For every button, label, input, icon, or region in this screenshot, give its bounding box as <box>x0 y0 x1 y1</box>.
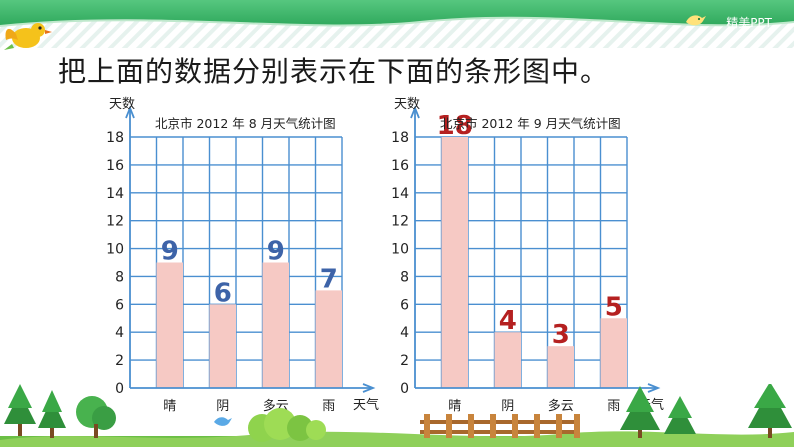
bar-多云 <box>262 262 289 388</box>
tree-icon <box>76 396 116 438</box>
y-tick-label: 12 <box>391 214 409 230</box>
data-label: 9 <box>161 237 179 267</box>
y-tick-label: 4 <box>115 325 124 341</box>
bar-晴 <box>156 262 183 388</box>
data-label: 18 <box>437 111 473 141</box>
bar-雨 <box>315 290 342 388</box>
x-tick-label: 多云 <box>548 398 574 414</box>
x-tick-label: 阴 <box>216 399 229 414</box>
bar-多云 <box>547 346 574 388</box>
bar-阴 <box>209 304 236 388</box>
y-tick-label: 0 <box>115 381 124 397</box>
page-heading: 把上面的数据分别表示在下面的条形图中。 <box>58 55 610 88</box>
y-tick-label: 0 <box>400 381 409 397</box>
y-tick-label: 16 <box>391 158 409 174</box>
y-axis-arrow <box>410 105 420 119</box>
tree-icon <box>620 386 660 438</box>
y-axis-arrow <box>125 105 135 119</box>
y-tick-label: 18 <box>391 130 409 146</box>
y-tick-label: 18 <box>106 130 124 146</box>
data-label: 6 <box>214 278 232 308</box>
y-axis-label: 天数 <box>109 97 135 112</box>
bar-晴 <box>441 137 468 388</box>
data-label: 3 <box>552 320 570 350</box>
y-tick-label: 14 <box>391 186 409 202</box>
data-label: 4 <box>499 306 517 336</box>
tree-icon <box>4 384 36 436</box>
y-tick-label: 14 <box>106 186 124 202</box>
y-tick-label: 10 <box>106 242 124 258</box>
y-tick-label: 10 <box>391 242 409 258</box>
tree-icon <box>38 390 66 438</box>
y-tick-label: 6 <box>115 297 124 313</box>
x-tick-label: 晴 <box>163 399 176 414</box>
y-axis-label: 天数 <box>394 97 420 112</box>
y-tick-label: 4 <box>400 325 409 341</box>
y-tick-label: 16 <box>106 158 124 174</box>
data-label: 5 <box>605 292 623 322</box>
logo-bird-icon <box>686 15 706 26</box>
top-banner <box>0 0 794 48</box>
x-axis-arrow <box>362 383 376 393</box>
y-tick-label: 6 <box>400 297 409 313</box>
data-label: 9 <box>267 237 285 267</box>
bar-阴 <box>494 332 521 388</box>
y-tick-label: 12 <box>106 214 124 230</box>
fence-icon <box>420 414 580 438</box>
x-axis-arrow <box>647 383 661 393</box>
x-tick-label: 阴 <box>501 399 514 414</box>
bush-icon <box>248 408 326 442</box>
data-label: 7 <box>320 264 338 294</box>
chart-title: 北京市 2012 年 9 月天气统计图 <box>440 116 621 131</box>
logo-text: 精美PPT <box>726 16 772 30</box>
x-tick-label: 晴 <box>448 399 461 414</box>
x-axis-label: 天气 <box>353 397 379 413</box>
bottom-decoration <box>0 384 794 447</box>
y-tick-label: 8 <box>115 269 124 285</box>
x-tick-label: 雨 <box>322 399 335 414</box>
bird-icon <box>214 417 232 426</box>
x-tick-label: 雨 <box>607 399 620 414</box>
tree-icon <box>748 384 792 438</box>
y-tick-label: 8 <box>400 269 409 285</box>
chart-title: 北京市 2012 年 8 月天气统计图 <box>155 116 336 131</box>
tree-icon <box>664 396 696 434</box>
y-tick-label: 2 <box>400 353 409 369</box>
y-tick-label: 2 <box>115 353 124 369</box>
bar-雨 <box>600 318 627 388</box>
bird-icon <box>4 23 52 50</box>
